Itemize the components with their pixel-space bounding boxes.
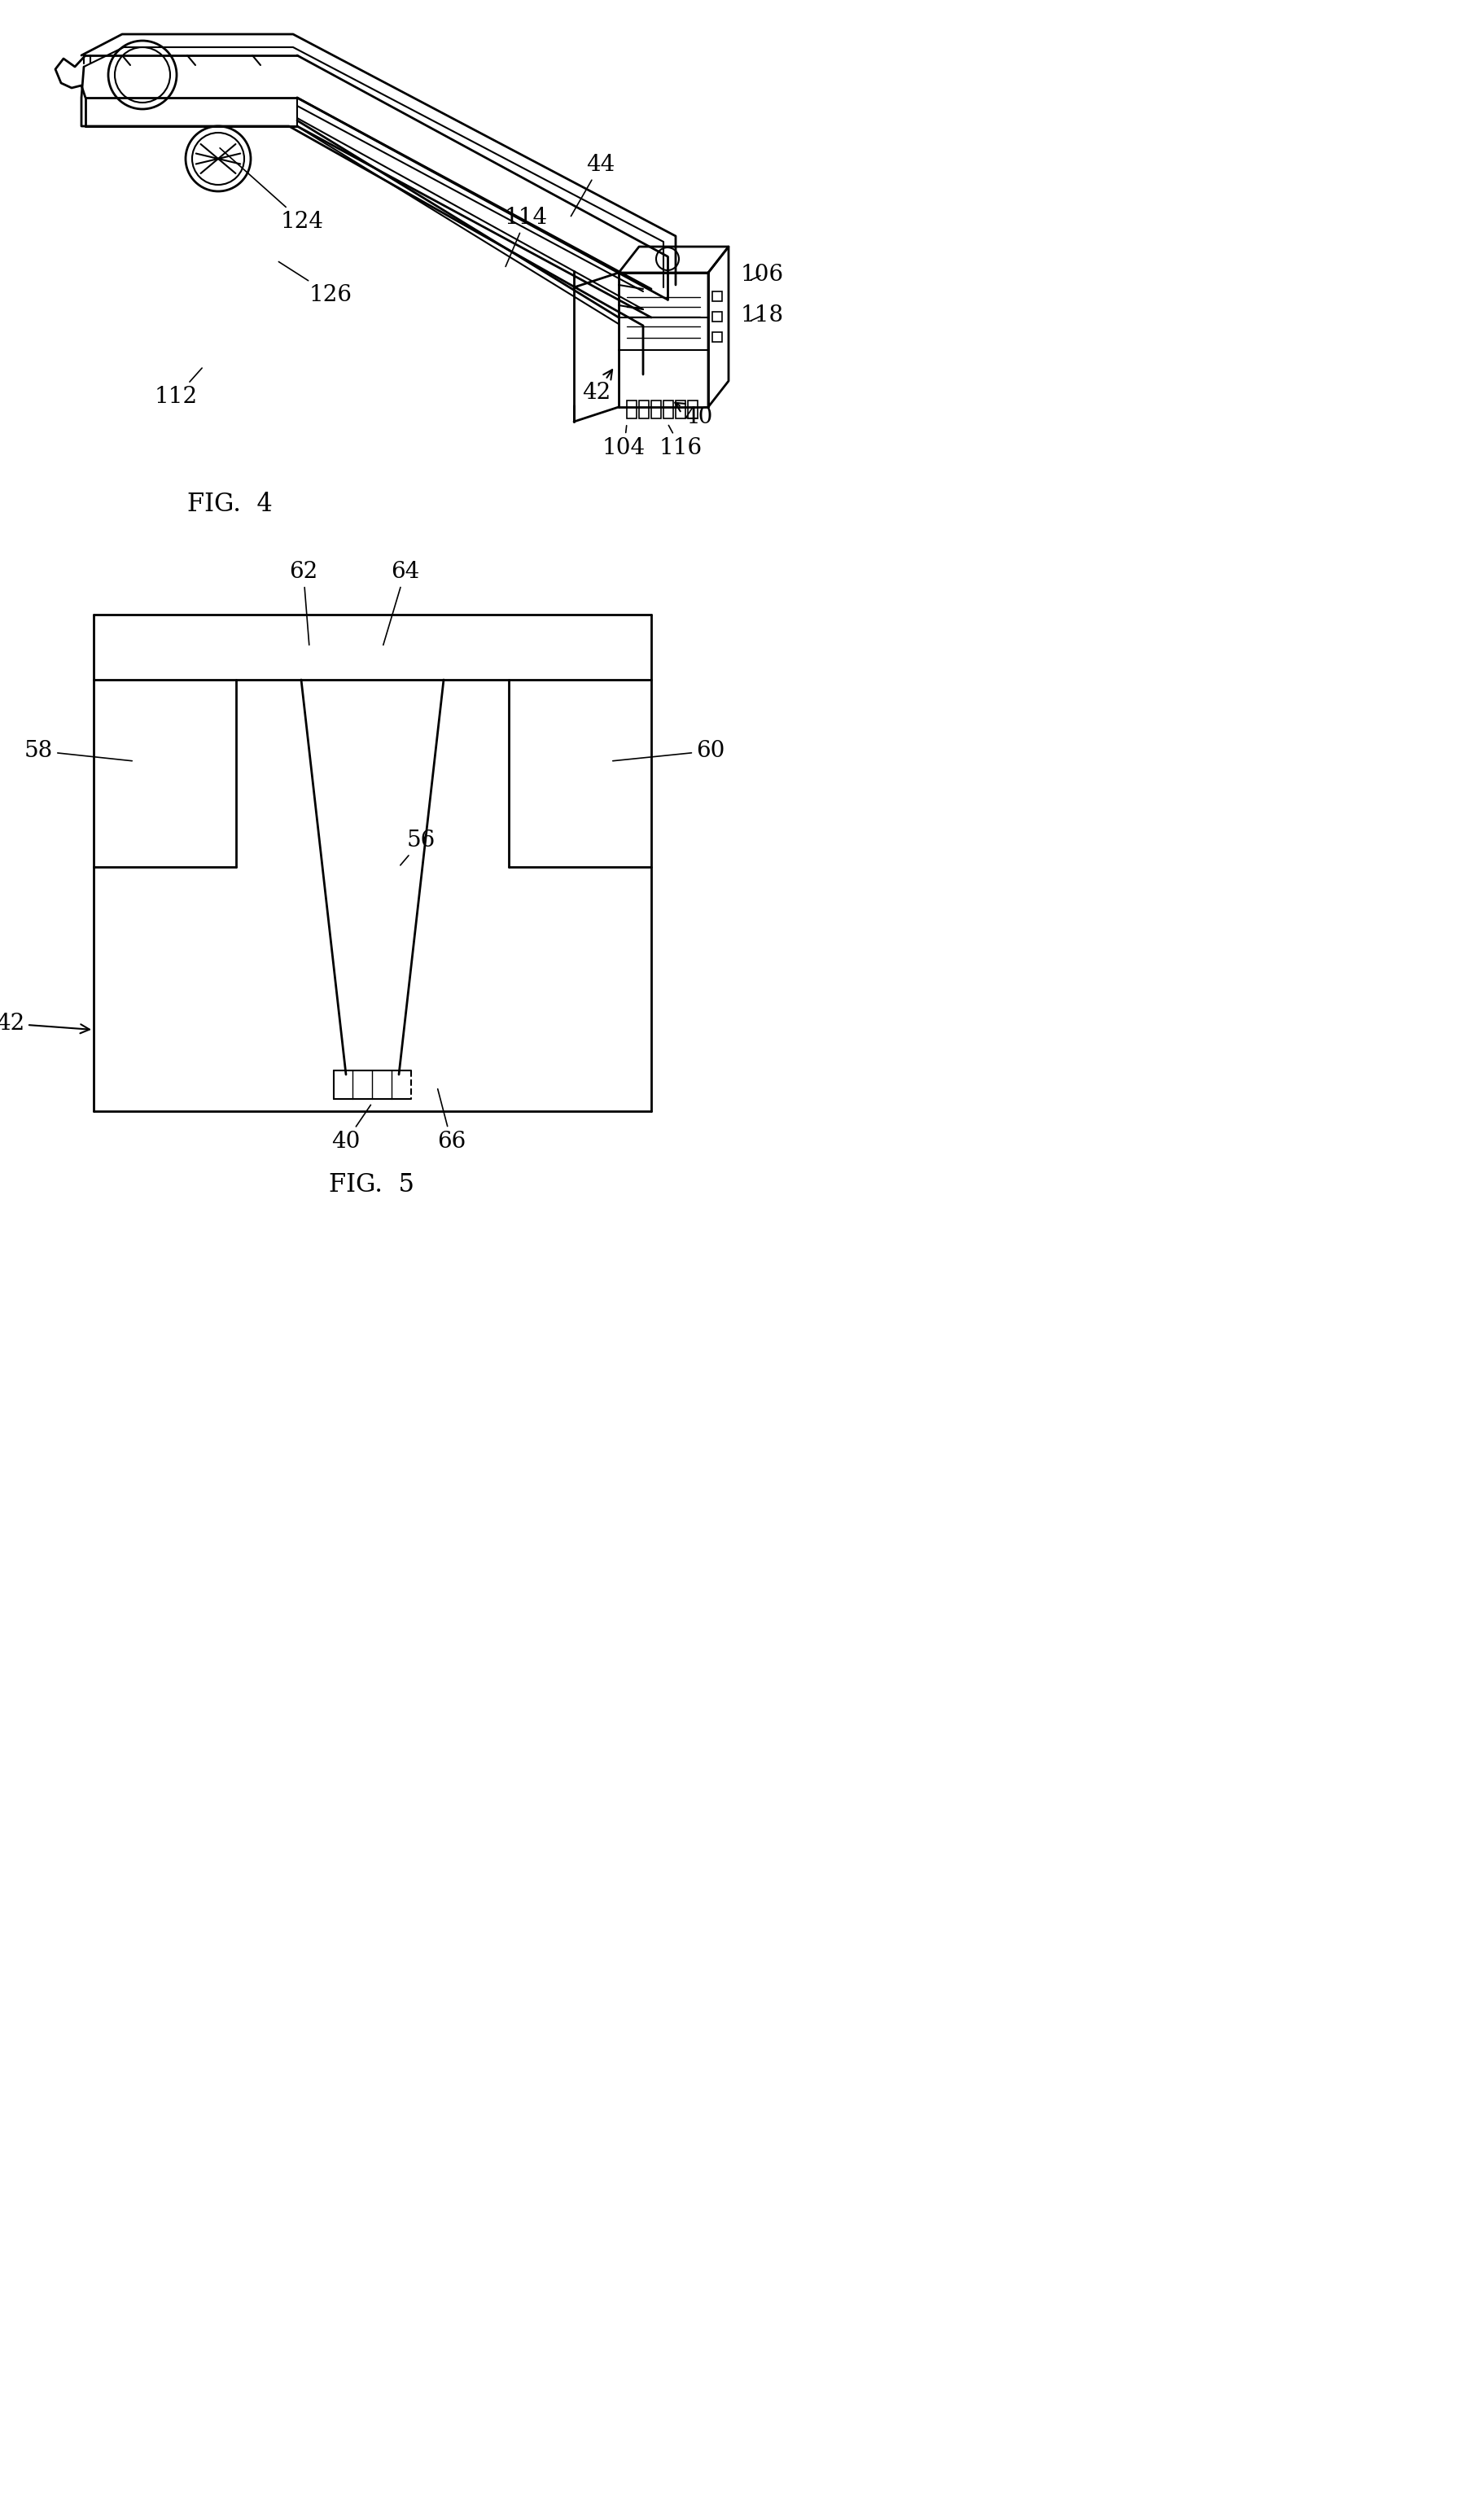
Bar — [675, 401, 686, 418]
Text: 64: 64 — [383, 561, 418, 646]
Text: 42: 42 — [0, 1012, 89, 1034]
Text: FIG.  4: FIG. 4 — [187, 493, 273, 518]
Text: 40: 40 — [675, 403, 712, 428]
Text: 58: 58 — [24, 741, 132, 761]
Text: 114: 114 — [505, 208, 548, 265]
Bar — [712, 290, 721, 300]
Bar — [687, 401, 697, 418]
Bar — [663, 401, 672, 418]
Text: 112: 112 — [154, 368, 202, 408]
Bar — [651, 401, 660, 418]
Text: 60: 60 — [613, 741, 724, 761]
Text: 126: 126 — [279, 263, 352, 305]
Text: 40: 40 — [331, 1104, 371, 1152]
Bar — [626, 401, 637, 418]
Text: 56: 56 — [401, 829, 435, 866]
Bar — [638, 401, 649, 418]
Bar — [712, 313, 721, 321]
Text: 66: 66 — [436, 1089, 466, 1152]
Text: 124: 124 — [220, 148, 324, 233]
Text: FIG.  5: FIG. 5 — [329, 1172, 414, 1197]
Text: 104: 104 — [603, 426, 646, 458]
Text: 116: 116 — [659, 426, 702, 458]
Text: 62: 62 — [289, 561, 318, 646]
Bar — [712, 333, 721, 343]
Text: 44: 44 — [571, 153, 614, 215]
Text: 106: 106 — [741, 263, 784, 285]
Text: 118: 118 — [741, 305, 784, 326]
Text: 42: 42 — [582, 371, 611, 403]
